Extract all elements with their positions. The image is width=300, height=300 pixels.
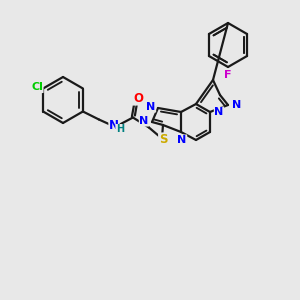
Text: Cl: Cl	[31, 82, 43, 92]
Text: N: N	[177, 135, 187, 145]
Text: N: N	[232, 100, 242, 110]
Text: F: F	[224, 70, 232, 80]
Text: S: S	[159, 133, 167, 146]
Text: H: H	[116, 124, 124, 134]
Text: N: N	[140, 116, 148, 126]
Text: N: N	[146, 102, 156, 112]
Text: N: N	[109, 119, 119, 132]
Text: N: N	[214, 107, 224, 117]
Text: O: O	[133, 92, 143, 105]
